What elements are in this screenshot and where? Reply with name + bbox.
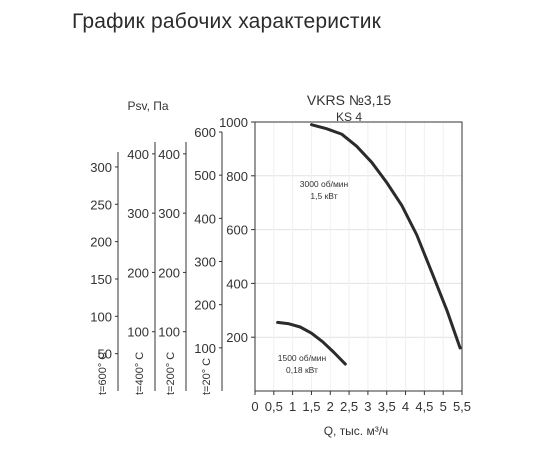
secondary-axis-tick-label: 200 [90,235,112,250]
secondary-axis-tick-label: 100 [158,325,180,340]
secondary-axis-tick-label: 300 [127,206,149,221]
series [276,123,462,366]
x-tick-label: 4,5 [415,399,433,414]
plot-area [255,122,462,391]
secondary-axis-tick-label: 50 [98,347,112,362]
secondary-axis-tick-label: 300 [90,160,112,175]
y-tick-label: 200 [226,330,248,345]
secondary-axis-tick-label: 600 [194,125,216,140]
plot-frame [254,121,463,392]
series-3000-rpm-line [310,123,462,350]
x-tick-label: 5,5 [453,399,471,414]
secondary-axis-tick-label: 150 [90,272,112,287]
series-1500-rpm-line [276,320,347,366]
x-tick-label: 4 [402,399,409,414]
series-1500-rpm-power: 0,18 кВт [286,365,318,375]
y-tick-label: 600 [226,223,248,238]
y-tick-label: 800 [226,169,248,184]
secondary-axis-tick-label: 200 [158,265,180,280]
series-3000-rpm-label: 3000 об/мин [300,179,349,189]
secondary-axis-tick-label: 400 [194,211,216,226]
secondary-axis-tick-label: 300 [194,255,216,270]
secondary-axis-tick-label: 250 [90,197,112,212]
secondary-axis-label: t=400° C [134,352,146,395]
secondary-axis-label: t=600° C [97,352,109,395]
x-tick-label: 0,5 [265,399,283,414]
secondary-axis-tick-label: 100 [90,309,112,324]
y-axis-label: Psv, Па [127,99,168,113]
series-3000-rpm-power: 1,5 кВт [310,191,337,201]
secondary-axis-label: t=20° C [201,358,213,395]
series-1500-rpm-label: 1500 об/мин [278,353,327,363]
secondary-axis-tick-label: 400 [127,147,149,162]
x-tick-label: 3,5 [378,399,396,414]
secondary-axis-label: t=200° C [165,352,177,395]
x-tick-label: 0 [251,399,258,414]
x-tick-label: 2,5 [340,399,358,414]
x-tick-label: 2 [327,399,334,414]
chart-title: VKRS №3,15 [307,92,391,108]
x-tick-label: 3 [364,399,371,414]
labels: VKRS №3,15 KS 4 Q, тыс. м³/ч Psv, Па 300… [127,92,391,438]
secondary-axis-tick-label: 100 [127,325,149,340]
secondary-axis-tick-label: 100 [194,341,216,356]
x-tick-label: 1,5 [302,399,320,414]
page-title: График рабочих характеристик [72,10,382,33]
secondary-axis-tick-label: 500 [194,168,216,183]
secondary-axis-tick-label: 400 [158,147,180,162]
y-tick-label: 400 [226,276,248,291]
axes: 200 400 600 800 1000 0 0,5 1 1,5 2 2,5 3 3,5 4 4,5 5 5,5… [90,115,471,414]
secondary-axis-tick-label: 200 [194,298,216,313]
y-tick-label: 1000 [219,115,248,130]
x-tick-label: 1 [289,399,296,414]
x-axis-label: Q, тыс. м³/ч [324,424,389,438]
secondary-axis-tick-label: 300 [158,206,180,221]
chart-subtitle: KS 4 [336,110,362,124]
x-tick-label: 5 [440,399,447,414]
secondary-axis-tick-label: 200 [127,265,149,280]
